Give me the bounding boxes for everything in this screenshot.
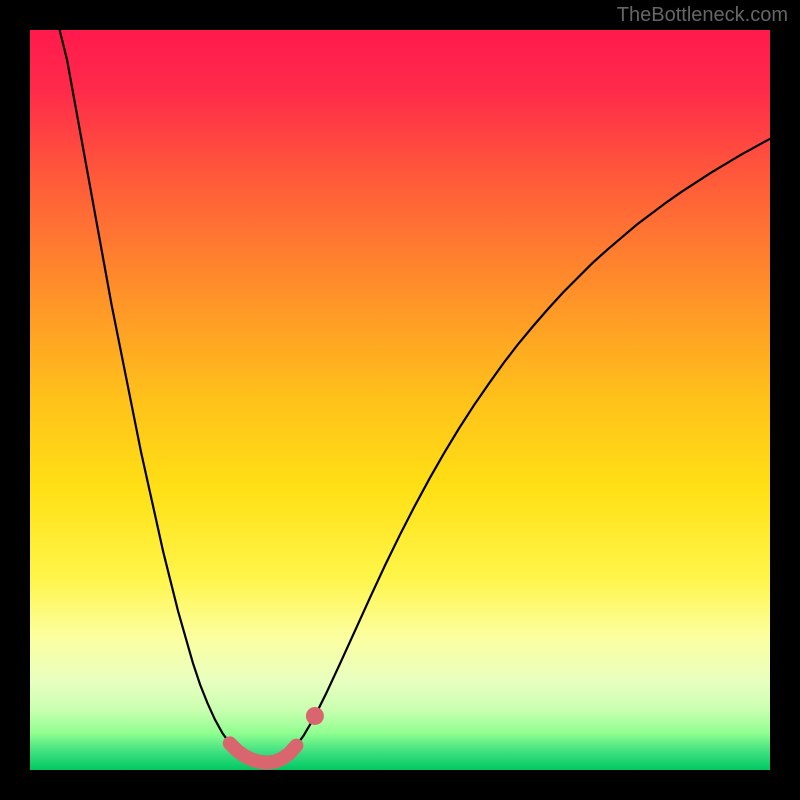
plot-svg (30, 30, 770, 770)
plot-background (30, 30, 770, 770)
bottleneck-curve-plot (30, 30, 770, 770)
highlight-marker (306, 707, 324, 725)
watermark-text: TheBottleneck.com (617, 4, 788, 27)
